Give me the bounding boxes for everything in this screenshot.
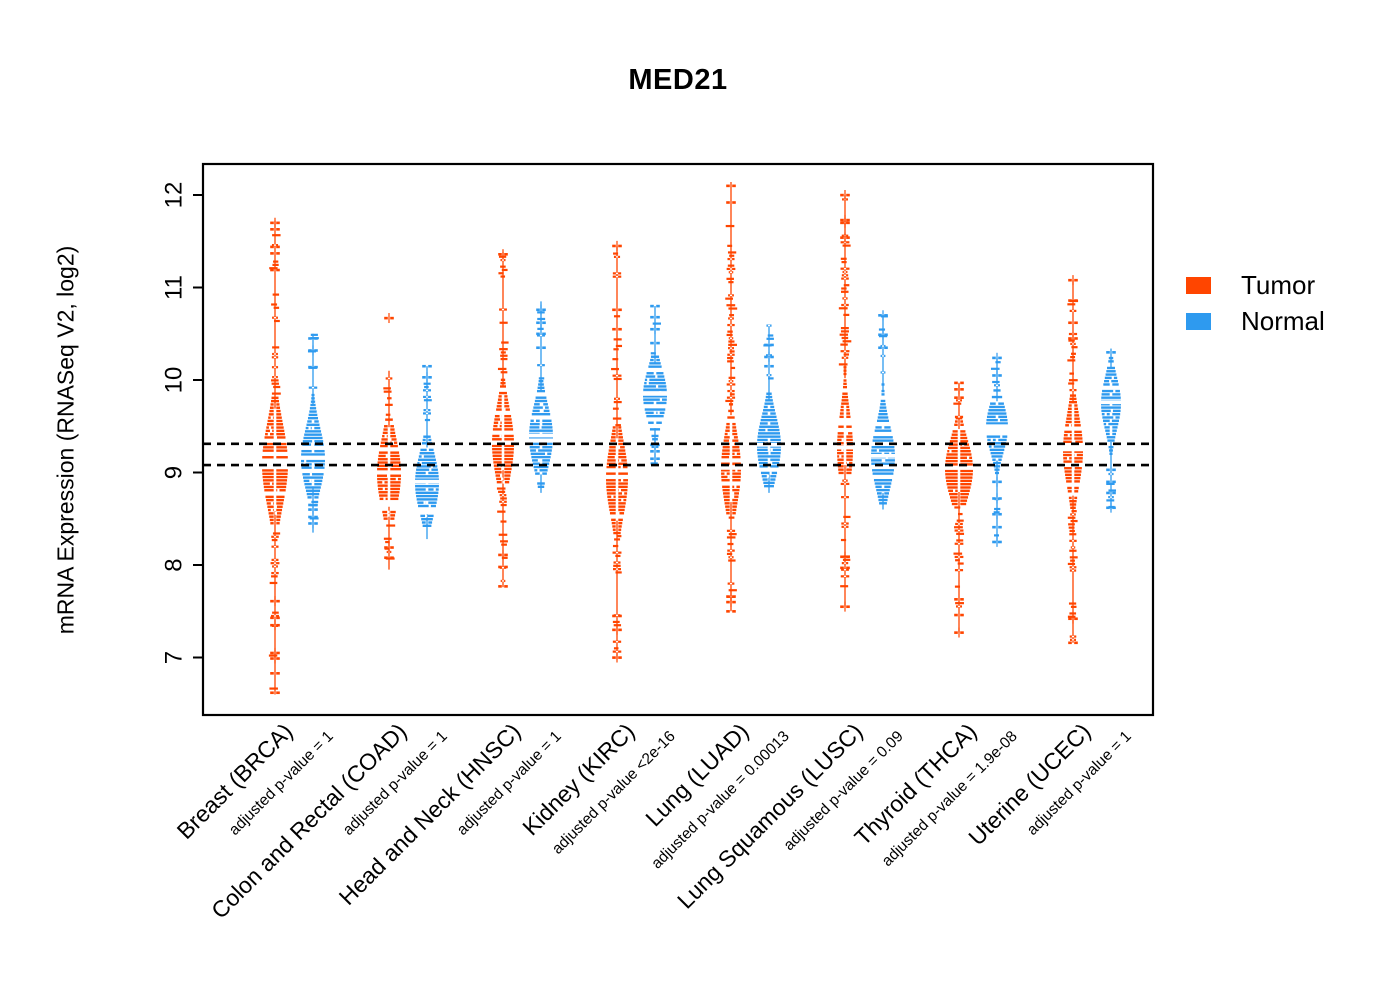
chart-title: MED21 xyxy=(628,64,728,96)
tumor-swatch-icon xyxy=(1186,276,1211,294)
violin-kidney-kirc-normal xyxy=(641,304,669,465)
legend-label-normal: Normal xyxy=(1241,306,1325,336)
legend-item-tumor: Tumor xyxy=(1186,272,1325,298)
y-axis-label: mRNA Expression (RNASeq V2, log2) xyxy=(52,245,79,635)
violin-thyroid-thca-normal xyxy=(984,352,1010,547)
violin-colon-and-rectal-coad-normal xyxy=(413,364,441,540)
violin-lung-luad-normal xyxy=(755,324,783,493)
violin-kidney-kirc-tumor xyxy=(604,240,630,663)
violin-lung-luad-tumor xyxy=(719,182,743,613)
legend-label-tumor: Tumor xyxy=(1241,270,1316,300)
violin-thyroid-thca-tumor xyxy=(943,381,975,638)
violin-uterine-ucec-tumor xyxy=(1061,275,1085,645)
violin-uterine-ucec-normal xyxy=(1099,348,1123,513)
plot-border xyxy=(201,162,1155,717)
y-tick-label-11: 11 xyxy=(161,275,188,300)
violin-lung-squamous-lusc-tumor xyxy=(835,190,855,612)
y-tick-label-12: 12 xyxy=(161,182,188,209)
legend-item-normal: Normal xyxy=(1186,308,1325,334)
legend: Tumor Normal xyxy=(1186,272,1325,344)
violin-head-and-neck-hnsc-normal xyxy=(527,301,555,493)
y-tick-label-9: 9 xyxy=(161,466,188,479)
violin-head-and-neck-hnsc-tumor xyxy=(490,249,516,588)
normal-swatch-icon xyxy=(1186,312,1211,330)
violin-colon-and-rectal-coad-tumor xyxy=(375,313,403,570)
y-tick-label-7: 7 xyxy=(161,651,188,664)
violin-breast-brca-tumor xyxy=(260,217,290,695)
y-tick-label-10: 10 xyxy=(161,367,188,394)
violin-lung-squamous-lusc-normal xyxy=(869,310,897,510)
violin-breast-brca-normal xyxy=(299,333,327,533)
y-tick-label-8: 8 xyxy=(161,558,188,571)
